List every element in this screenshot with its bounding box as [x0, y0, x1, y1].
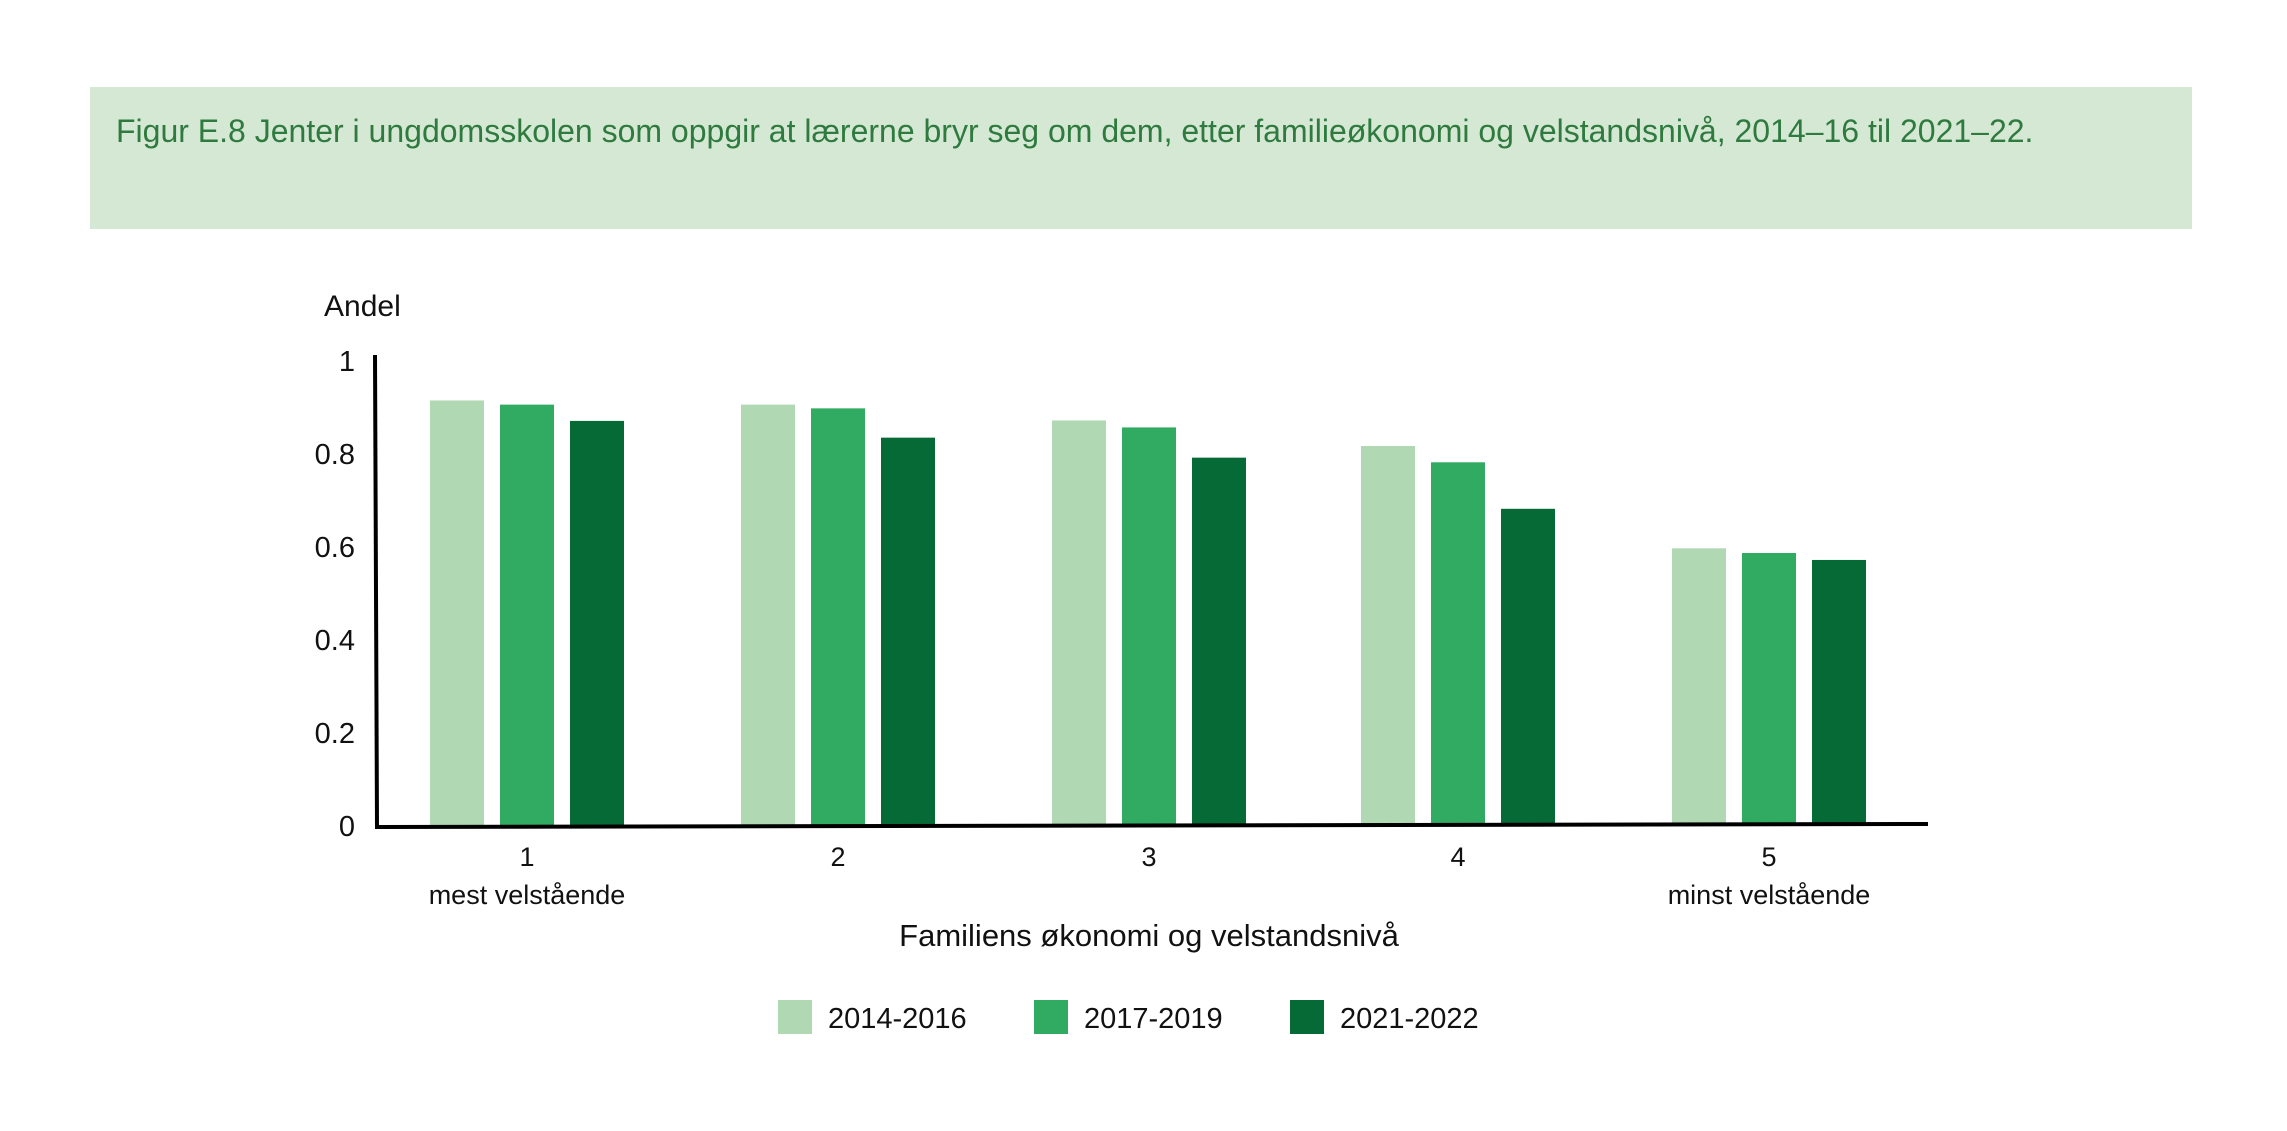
x-tick-label: 3 — [1141, 842, 1156, 872]
legend-swatch-2014-2016 — [778, 1000, 812, 1034]
bar-2014-2016-4 — [1361, 446, 1415, 825]
bar-2017-2019-3 — [1122, 427, 1176, 825]
figure-title: Figur E.8 Jenter i ungdomsskolen som opp… — [116, 113, 2034, 149]
bar-2014-2016-5 — [1672, 548, 1726, 825]
figure-title-box: Figur E.8 Jenter i ungdomsskolen som opp… — [90, 87, 2192, 229]
legend-label: 2021-2022 — [1340, 1003, 1479, 1035]
x-tick-sublabel: minst velstående — [1668, 880, 1871, 910]
bar-2017-2019-2 — [811, 408, 865, 825]
y-tick-label: 1 — [339, 346, 355, 378]
x-axis-line — [374, 822, 1929, 829]
x-tick-label: 2 — [830, 842, 845, 872]
y-tick-label: 0.6 — [315, 532, 355, 564]
bar-2017-2019-4 — [1431, 462, 1485, 825]
x-tick-sublabel: mest velstående — [429, 880, 626, 910]
bar-2021-2022-4 — [1501, 508, 1555, 825]
bar-2021-2022-2 — [881, 437, 935, 825]
bar-2017-2019-5 — [1742, 552, 1796, 825]
bar-2014-2016-1 — [430, 400, 484, 825]
y-tick-label: 0.2 — [315, 718, 355, 750]
bar-2014-2016-2 — [741, 404, 795, 825]
x-tick-label: 1 — [519, 842, 534, 872]
legend-label: 2017-2019 — [1084, 1003, 1223, 1035]
x-axis-label: Familiens økonomi og velstandsnivå — [899, 918, 1399, 953]
x-tick-label: 5 — [1761, 842, 1776, 872]
y-tick-label: 0.8 — [315, 439, 355, 471]
bar-2014-2016-3 — [1052, 420, 1106, 825]
y-tick-label: 0.4 — [315, 625, 355, 657]
legend-swatch-2021-2022 — [1290, 1000, 1324, 1034]
bar-2021-2022-5 — [1812, 559, 1866, 825]
x-tick-label: 4 — [1450, 842, 1465, 872]
legend-label: 2014-2016 — [828, 1003, 967, 1035]
bar-2021-2022-1 — [570, 420, 624, 825]
y-axis-line — [373, 354, 379, 828]
bar-2021-2022-3 — [1192, 457, 1246, 825]
legend-swatch-2017-2019 — [1034, 1000, 1068, 1034]
bar-2017-2019-1 — [500, 404, 554, 825]
y-tick-label: 0 — [339, 811, 355, 843]
y-axis-label: Andel — [324, 290, 401, 323]
